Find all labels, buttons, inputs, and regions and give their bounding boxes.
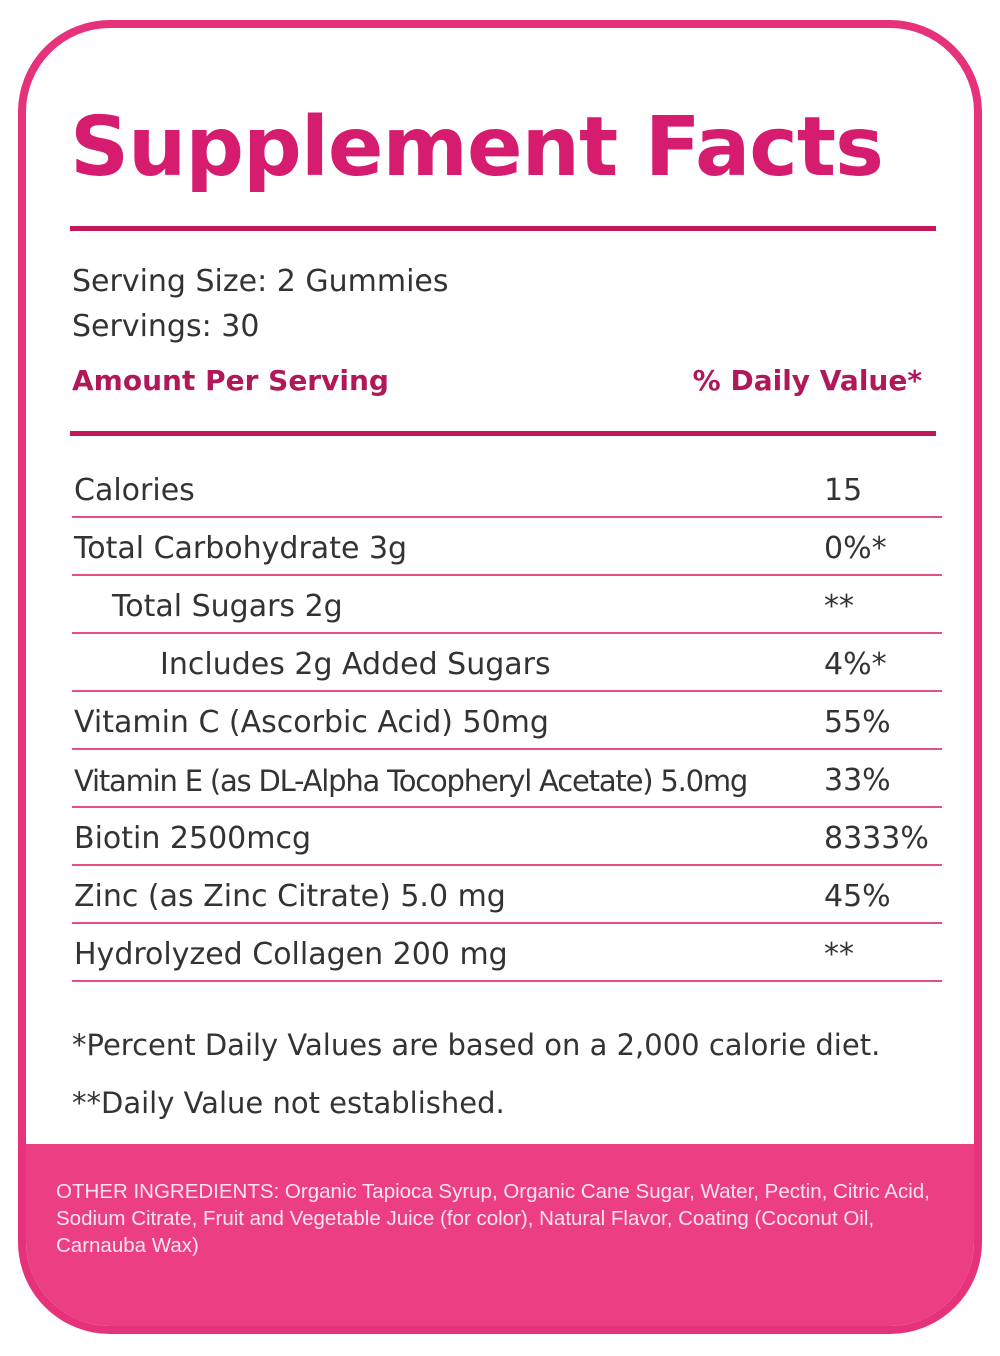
nutrient-daily-value: 55% — [824, 705, 891, 740]
title-divider — [70, 226, 936, 231]
nutrient-row: Hydrolyzed Collagen 200 mg ** — [72, 924, 942, 982]
nutrient-row: Total Sugars 2g ** — [72, 576, 942, 634]
nutrient-daily-value: ** — [824, 589, 854, 624]
nutrient-name: Total Sugars 2g — [112, 589, 343, 624]
nutrient-row: Biotin 2500mcg 8333% — [72, 808, 942, 866]
percent-daily-footnote: *Percent Daily Values are based on a 2,0… — [72, 1028, 881, 1062]
nutrient-daily-value: 8333% — [824, 821, 929, 856]
nutrient-daily-value: 45% — [824, 879, 891, 914]
nutrient-name: Vitamin C (Ascorbic Acid) 50mg — [74, 705, 549, 740]
nutrient-name: Includes 2g Added Sugars — [160, 647, 551, 682]
nutrient-daily-value: 4%* — [824, 647, 887, 682]
header-divider — [70, 431, 936, 436]
nutrient-row: Zinc (as Zinc Citrate) 5.0 mg 45% — [72, 866, 942, 924]
nutrient-row: Vitamin E (as DL-Alpha Tocopheryl Acetat… — [72, 750, 942, 808]
nutrient-daily-value: 15 — [824, 473, 863, 508]
nutrient-name: Zinc (as Zinc Citrate) 5.0 mg — [74, 879, 506, 914]
not-established-footnote: **Daily Value not established. — [72, 1086, 505, 1120]
nutrient-name: Total Carbohydrate 3g — [74, 531, 408, 566]
nutrient-daily-value: 0%* — [824, 531, 887, 566]
nutrient-daily-value: ** — [824, 937, 854, 972]
nutrient-name: Hydrolyzed Collagen 200 mg — [74, 937, 508, 972]
other-ingredients-text: OTHER INGREDIENTS: Organic Tapioca Syrup… — [56, 1180, 930, 1257]
nutrient-name: Calories — [74, 473, 195, 508]
nutrient-table: Calories 15 Total Carbohydrate 3g 0%* To… — [72, 460, 942, 982]
nutrient-daily-value: 33% — [824, 763, 891, 798]
amount-per-serving-header: Amount Per Serving — [72, 364, 389, 397]
nutrient-row: Total Carbohydrate 3g 0%* — [72, 518, 942, 576]
nutrient-row: Vitamin C (Ascorbic Acid) 50mg 55% — [72, 692, 942, 750]
nutrient-name: Vitamin E (as DL-Alpha Tocopheryl Acetat… — [74, 764, 748, 798]
supplement-facts-label: Supplement Facts Serving Size: 2 Gummies… — [18, 20, 982, 1334]
nutrient-row: Calories 15 — [72, 460, 942, 518]
daily-value-header: % Daily Value* — [692, 364, 922, 397]
nutrient-name: Biotin 2500mcg — [74, 821, 312, 856]
servings-per-container: Servings: 30 — [72, 309, 260, 344]
nutrient-row: Includes 2g Added Sugars 4%* — [72, 634, 942, 692]
label-title: Supplement Facts — [70, 100, 884, 195]
serving-size: Serving Size: 2 Gummies — [72, 264, 449, 299]
other-ingredients-band: OTHER INGREDIENTS: Organic Tapioca Syrup… — [26, 1144, 974, 1326]
